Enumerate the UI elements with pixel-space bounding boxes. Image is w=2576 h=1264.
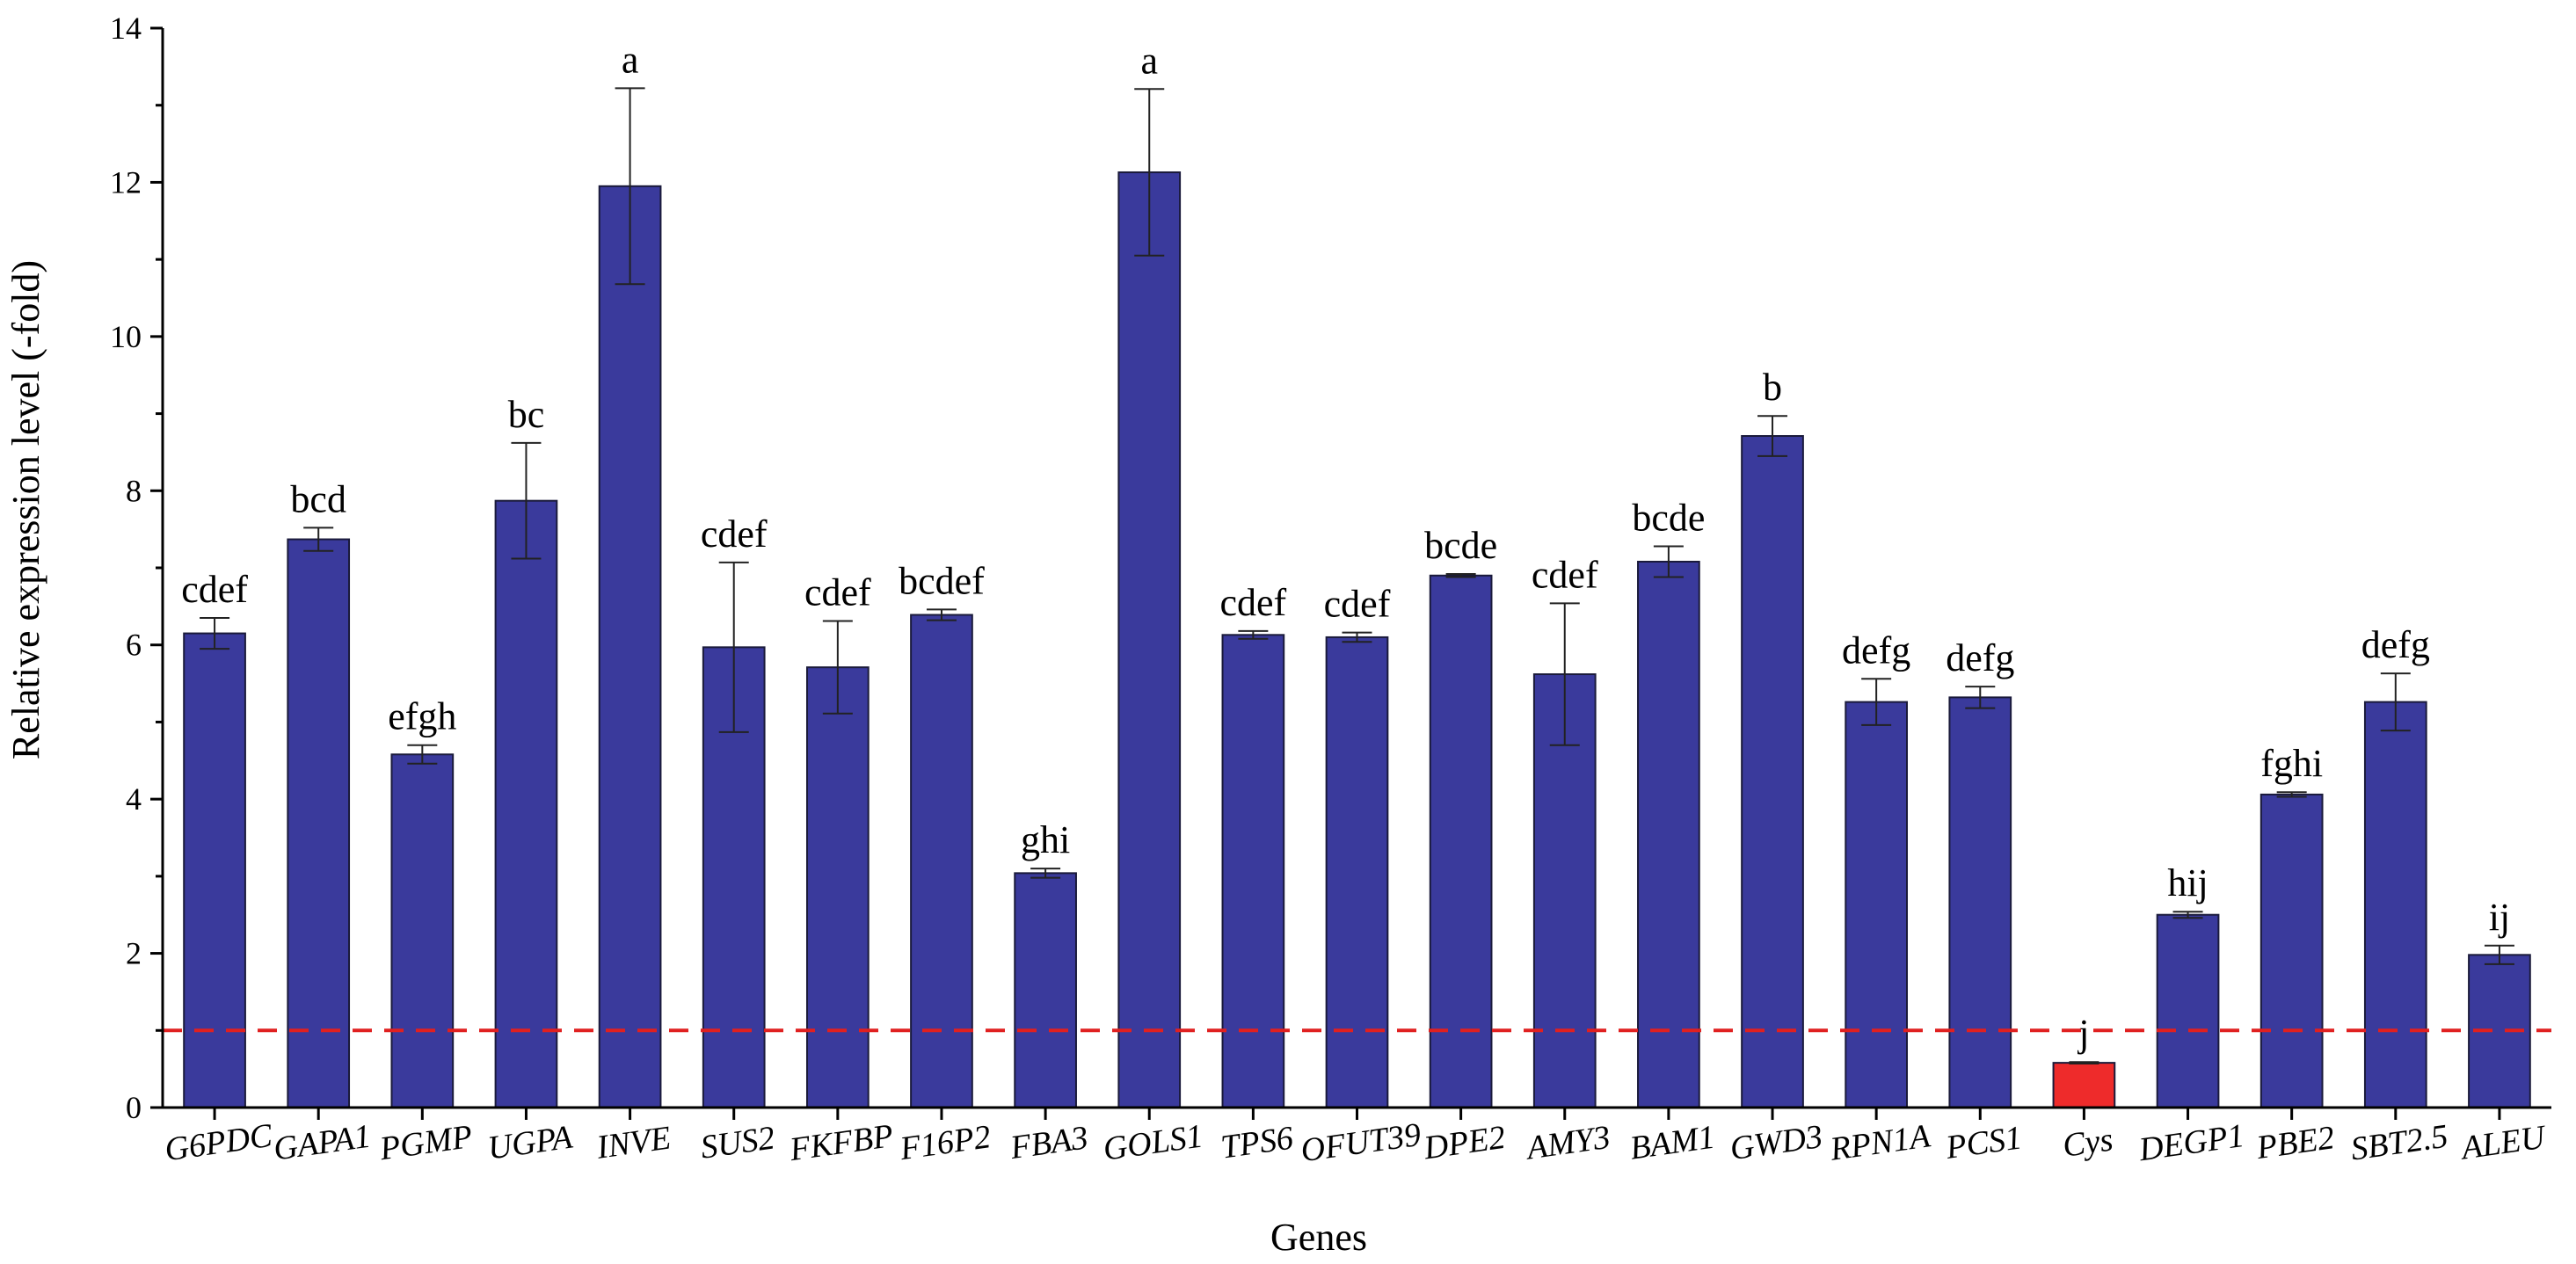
bar-fkfbp: [805, 666, 870, 1108]
category-label: OFUT39: [1299, 1116, 1423, 1170]
significance-label: cdef: [1532, 553, 1598, 596]
significance-label: a: [622, 38, 639, 81]
category-label: GWD3: [1728, 1118, 1824, 1167]
significance-label: defg: [1946, 636, 2014, 679]
y-tick-label: 12: [110, 164, 142, 200]
bar-degp1: [2156, 913, 2220, 1108]
bar-pcs1: [1948, 696, 2012, 1108]
y-axis-ticks: 0 2 4 6 8 10 12 14: [110, 11, 163, 1125]
significance-label: cdef: [1220, 581, 1287, 624]
y-tick-label: 8: [126, 473, 142, 508]
bar-pgmp: [390, 753, 455, 1108]
bar-dpe2: [1429, 574, 1493, 1108]
category-label: F16P2: [897, 1118, 993, 1167]
category-label: FBA3: [1008, 1119, 1091, 1166]
category-label: PBE2: [2253, 1119, 2337, 1166]
x-axis-title: Genes: [1270, 1216, 1367, 1259]
bar-sbt2-5: [2363, 701, 2427, 1108]
category-label: GOLS1: [1101, 1117, 1205, 1167]
significance-label: cdef: [701, 512, 768, 556]
bar-gapa1: [287, 538, 351, 1108]
category-label: GAPA1: [272, 1118, 374, 1168]
bar-ofut39: [1325, 636, 1389, 1108]
significance-label: bcde: [1632, 496, 1705, 539]
y-tick-label: 0: [126, 1090, 142, 1125]
significance-label: cdef: [1324, 583, 1391, 626]
category-label: Cys: [2061, 1121, 2115, 1165]
category-label: DEGP1: [2136, 1117, 2246, 1168]
y-tick-label: 4: [126, 781, 142, 817]
significance-label: defg: [1842, 628, 1910, 672]
significance-label: bcdef: [899, 559, 985, 602]
category-label: DPE2: [1421, 1119, 1508, 1167]
bar-amy3: [1532, 673, 1597, 1108]
significance-label: j: [2077, 1012, 2089, 1055]
category-label: INVE: [593, 1119, 673, 1166]
significance-label: cdef: [804, 571, 871, 614]
significance-label: cdef: [181, 568, 248, 611]
significance-label: b: [1763, 366, 1782, 409]
bar-gols1: [1117, 171, 1182, 1108]
significance-label: defg: [2361, 623, 2430, 666]
category-label: FKFBP: [787, 1117, 896, 1168]
category-label: PGMP: [376, 1118, 474, 1167]
significance-label: ij: [2489, 896, 2510, 939]
bar-f16p2: [910, 614, 973, 1108]
significance-label: fghi: [2260, 742, 2323, 785]
category-label: BAM1: [1627, 1119, 1717, 1167]
significance-label: efgh: [388, 695, 456, 738]
y-tick-label: 14: [110, 11, 142, 46]
y-tick-label: 6: [126, 628, 142, 663]
x-axis-ticks: [213, 1108, 2501, 1120]
bar-ugpa: [494, 499, 558, 1108]
bar-fba3: [1014, 872, 1077, 1108]
bar-inve: [598, 185, 662, 1108]
category-label: PCS1: [1943, 1119, 2025, 1166]
significance-label: ghi: [1021, 818, 1070, 861]
category-label: G6PDC: [163, 1117, 275, 1169]
category-label: AMY3: [1522, 1119, 1612, 1167]
category-label: ALEU: [2456, 1118, 2549, 1167]
category-label: TPS6: [1219, 1120, 1295, 1166]
significance-label: hij: [2167, 861, 2208, 904]
bar-pbe2: [2259, 793, 2324, 1108]
category-label: SBT2.5: [2348, 1118, 2450, 1168]
bar-cys: [2052, 1062, 2116, 1109]
significance-label: bc: [508, 393, 545, 436]
category-label: UGPA: [485, 1119, 575, 1167]
bar-gwd3: [1741, 435, 1804, 1109]
significance-label: a: [1140, 39, 1158, 82]
error-bars: [200, 87, 2514, 1065]
bar-g6pdc: [183, 632, 246, 1108]
category-label: RPN1A: [1827, 1117, 1932, 1168]
significance-label: bcd: [290, 477, 346, 520]
y-tick-label: 10: [110, 319, 142, 354]
y-tick-label: 2: [126, 936, 142, 971]
category-label: SUS2: [698, 1119, 776, 1166]
bar-bam1: [1637, 560, 1700, 1108]
significance-label: bcde: [1424, 524, 1497, 567]
bar-tps6: [1221, 634, 1285, 1108]
y-axis-title: Relative expression level (-fold): [4, 260, 47, 759]
bar-rpn1a: [1845, 701, 1909, 1108]
